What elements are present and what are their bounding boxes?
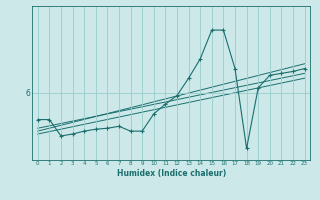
X-axis label: Humidex (Indice chaleur): Humidex (Indice chaleur) bbox=[116, 169, 226, 178]
